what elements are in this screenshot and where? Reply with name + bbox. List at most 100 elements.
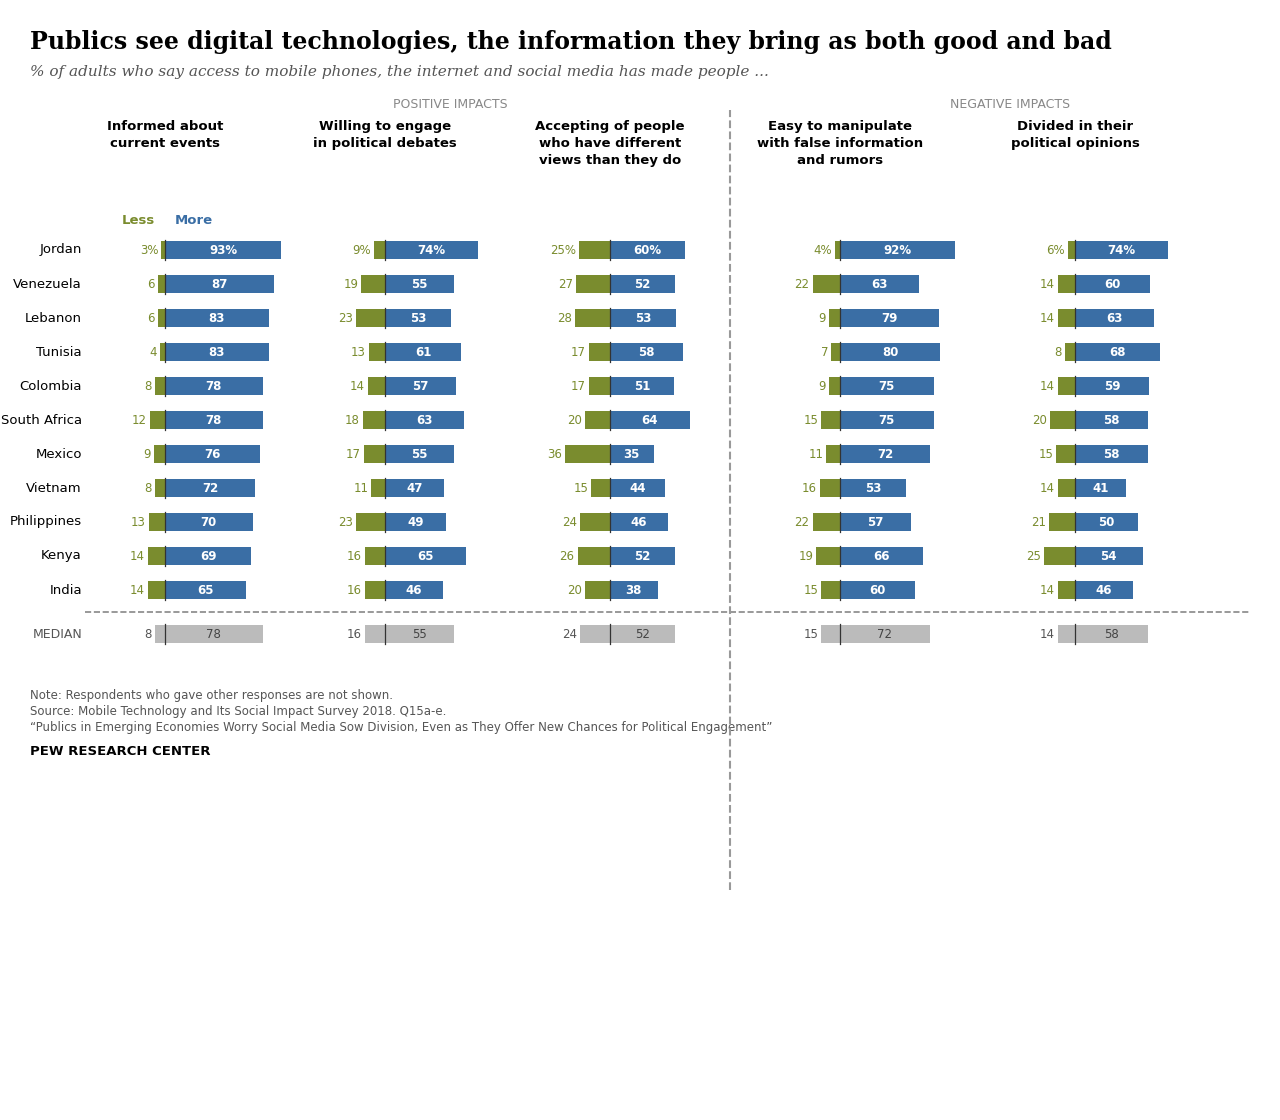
Bar — [813, 276, 840, 293]
Text: 58: 58 — [1103, 448, 1120, 460]
Text: Willing to engage
in political debates: Willing to engage in political debates — [314, 120, 457, 150]
Text: Venezuela: Venezuela — [13, 278, 82, 290]
Bar — [165, 445, 260, 463]
Bar — [385, 343, 461, 361]
Bar — [385, 625, 453, 643]
Text: 25: 25 — [1025, 550, 1041, 562]
Text: Philippines: Philippines — [10, 515, 82, 529]
Bar — [356, 513, 385, 531]
Text: 92%: 92% — [883, 243, 911, 256]
Bar — [840, 241, 955, 259]
Text: 14: 14 — [1039, 311, 1055, 325]
Text: 19: 19 — [799, 550, 813, 562]
Text: 83: 83 — [209, 311, 225, 325]
Text: “Publics in Emerging Economies Worry Social Media Sow Division, Even as They Off: “Publics in Emerging Economies Worry Soc… — [29, 721, 772, 734]
Bar — [1075, 625, 1147, 643]
Bar — [155, 625, 165, 643]
Text: 64: 64 — [641, 413, 658, 427]
Text: 4: 4 — [150, 345, 157, 358]
Text: 78: 78 — [206, 627, 221, 641]
Text: % of adults who say access to mobile phones, the internet and social media has m: % of adults who say access to mobile pho… — [29, 65, 769, 80]
Text: 7: 7 — [820, 345, 828, 358]
Text: 46: 46 — [406, 584, 422, 597]
Bar — [611, 343, 682, 361]
Text: Jordan: Jordan — [40, 243, 82, 256]
Text: 59: 59 — [1103, 380, 1120, 392]
Text: 21: 21 — [1030, 515, 1046, 529]
Text: POSITIVE IMPACTS: POSITIVE IMPACTS — [393, 99, 507, 111]
Bar — [1043, 547, 1075, 564]
Bar — [1050, 411, 1075, 429]
Bar — [611, 241, 685, 259]
Bar — [828, 377, 840, 395]
Text: 79: 79 — [881, 311, 897, 325]
Text: 6%: 6% — [1046, 243, 1065, 256]
Bar — [840, 411, 933, 429]
Bar — [385, 377, 456, 395]
Text: 69: 69 — [200, 550, 216, 562]
Bar — [385, 445, 453, 463]
Text: 19: 19 — [343, 278, 358, 290]
Bar — [385, 276, 453, 293]
Text: 44: 44 — [630, 482, 645, 495]
Text: 46: 46 — [631, 515, 646, 529]
Text: Lebanon: Lebanon — [26, 311, 82, 325]
Bar — [365, 547, 385, 564]
Bar — [147, 581, 165, 599]
Text: 14: 14 — [1039, 278, 1055, 290]
Bar — [1056, 445, 1075, 463]
Text: 15: 15 — [804, 413, 818, 427]
Bar — [165, 513, 252, 531]
Bar — [1057, 276, 1075, 293]
Text: 16: 16 — [347, 627, 362, 641]
Text: Source: Mobile Technology and Its Social Impact Survey 2018. Q15a-e.: Source: Mobile Technology and Its Social… — [29, 704, 447, 718]
Text: 9%: 9% — [352, 243, 371, 256]
Bar — [822, 625, 840, 643]
Bar — [385, 479, 444, 497]
Bar — [817, 547, 840, 564]
Text: 13: 13 — [351, 345, 366, 358]
Bar — [1057, 479, 1075, 497]
Bar — [367, 377, 385, 395]
Bar — [840, 343, 940, 361]
Bar — [580, 625, 611, 643]
Bar — [155, 479, 165, 497]
Text: 80: 80 — [882, 345, 899, 358]
Text: 72: 72 — [878, 627, 892, 641]
Bar — [160, 343, 165, 361]
Text: 15: 15 — [573, 482, 589, 495]
Text: 4%: 4% — [813, 243, 832, 256]
Text: 8: 8 — [1055, 345, 1062, 358]
Text: Easy to manipulate
with false information
and rumors: Easy to manipulate with false informatio… — [756, 120, 923, 167]
Text: 72: 72 — [202, 482, 218, 495]
Bar — [840, 377, 933, 395]
Bar — [585, 411, 611, 429]
Bar — [1048, 513, 1075, 531]
Bar — [165, 581, 246, 599]
Text: 35: 35 — [623, 448, 640, 460]
Bar — [1057, 581, 1075, 599]
Text: 12: 12 — [132, 413, 147, 427]
Bar — [589, 377, 611, 395]
Bar — [840, 547, 923, 564]
Text: 65: 65 — [197, 584, 214, 597]
Bar — [385, 513, 447, 531]
Bar — [165, 241, 282, 259]
Bar — [822, 581, 840, 599]
Bar — [580, 513, 611, 531]
Text: 58: 58 — [637, 345, 654, 358]
Bar — [1075, 343, 1160, 361]
Text: 9: 9 — [818, 380, 826, 392]
Text: 14: 14 — [1039, 627, 1055, 641]
Bar — [1075, 411, 1147, 429]
Bar — [165, 547, 251, 564]
Text: 17: 17 — [571, 345, 586, 358]
Text: 14: 14 — [349, 380, 365, 392]
Bar — [611, 581, 658, 599]
Bar — [165, 309, 269, 327]
Bar — [157, 309, 165, 327]
Bar — [831, 343, 840, 361]
Bar — [364, 445, 385, 463]
Bar — [611, 445, 654, 463]
Bar — [362, 411, 385, 429]
